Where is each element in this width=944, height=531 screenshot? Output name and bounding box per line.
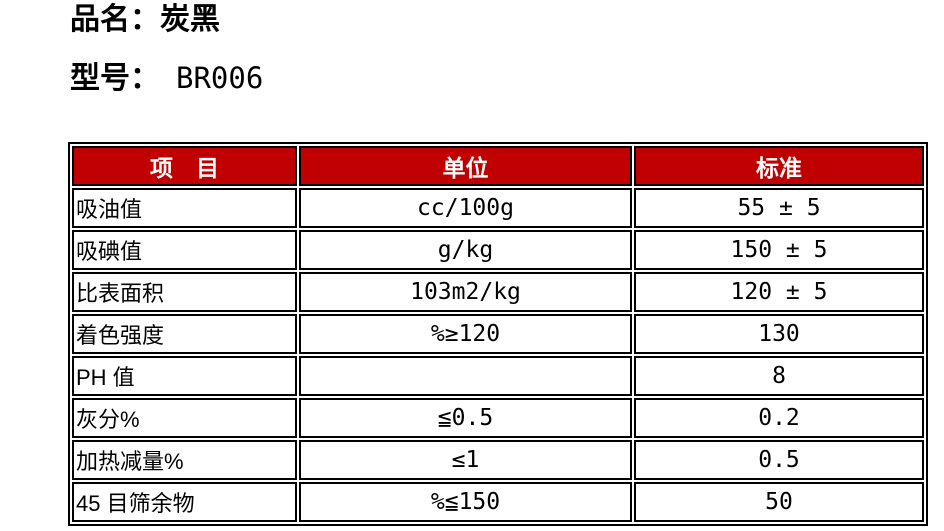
product-name-line: 品名：炭黑 <box>70 3 220 37</box>
table-body: 吸油值 cc/100g 55 ± 5 吸碘值 g/kg 150 ± 5 比表面积 103m2/… <box>72 188 924 522</box>
unit-cell: ≤1 <box>299 440 632 480</box>
model-value: BR006 <box>176 61 264 95</box>
standard-cell: 0.2 <box>634 398 924 438</box>
standard-cell: 55 ± 5 <box>634 188 924 228</box>
unit-cell: g/kg <box>299 230 632 270</box>
table-row: PH 值 8 <box>72 356 924 396</box>
header-cell-item: 项 目 <box>72 146 297 186</box>
header-cell-standard: 标准 <box>634 146 924 186</box>
unit-cell: cc/100g <box>299 188 632 228</box>
table-row: 着色强度 %≥120 130 <box>72 314 924 354</box>
table-row: 吸油值 cc/100g 55 ± 5 <box>72 188 924 228</box>
table-row: 比表面积 103m2/kg 120 ± 5 <box>72 272 924 312</box>
spec-table: 项 目 单位 标准 吸油值 cc/100g 55 ± 5 吸碘值 g/kg 150 ± 5… <box>68 142 928 526</box>
table-row: 灰分% ≦0.5 0.2 <box>72 398 924 438</box>
unit-cell: ≦0.5 <box>299 398 632 438</box>
item-cell: 灰分% <box>72 398 297 438</box>
item-cell: 45 目筛余物 <box>72 482 297 522</box>
table-row: 加热减量% ≤1 0.5 <box>72 440 924 480</box>
unit-cell: %≥120 <box>299 314 632 354</box>
standard-cell: 150 ± 5 <box>634 230 924 270</box>
standard-cell: 0.5 <box>634 440 924 480</box>
standard-cell: 120 ± 5 <box>634 272 924 312</box>
standard-cell: 50 <box>634 482 924 522</box>
table-row: 吸碘值 g/kg 150 ± 5 <box>72 230 924 270</box>
standard-cell: 130 <box>634 314 924 354</box>
item-cell: 比表面积 <box>72 272 297 312</box>
item-cell: PH 值 <box>72 356 297 396</box>
item-cell: 加热减量% <box>72 440 297 480</box>
header-cell-unit: 单位 <box>299 146 632 186</box>
product-name-label: 品名： <box>70 3 160 36</box>
table-row: 45 目筛余物 %≦150 50 <box>72 482 924 522</box>
item-cell: 着色强度 <box>72 314 297 354</box>
item-cell: 吸油值 <box>72 188 297 228</box>
model-label: 型号： <box>70 62 160 95</box>
item-cell: 吸碘值 <box>72 230 297 270</box>
model-line: 型号： BR006 <box>70 61 263 96</box>
unit-cell: 103m2/kg <box>299 272 632 312</box>
table-header-row: 项 目 单位 标准 <box>72 146 924 186</box>
unit-cell <box>299 356 632 396</box>
product-name-value: 炭黑 <box>160 3 220 36</box>
unit-cell: %≦150 <box>299 482 632 522</box>
standard-cell: 8 <box>634 356 924 396</box>
